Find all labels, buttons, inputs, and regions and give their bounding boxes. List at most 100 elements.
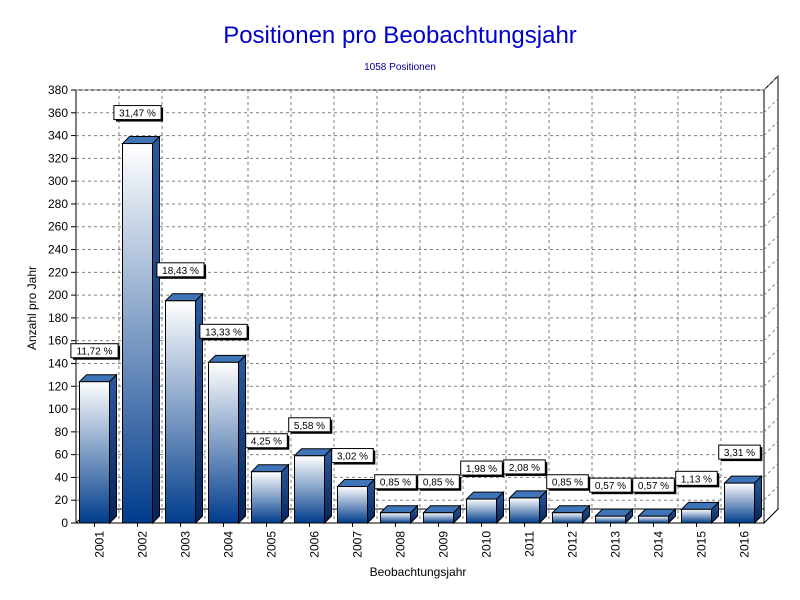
x-tick-label: 2005: [265, 531, 279, 558]
data-label: 1,13 %: [675, 470, 720, 488]
bar-side: [281, 463, 289, 525]
x-tick-label: 2015: [695, 531, 709, 558]
bar-top: [422, 505, 462, 514]
x-tick-label: 2009: [437, 531, 451, 558]
data-label-text: 11,72 %: [77, 347, 113, 358]
y-tick-label: 220: [48, 265, 68, 279]
data-label-text: 4,25 %: [251, 437, 282, 448]
y-tick-label: 320: [48, 151, 68, 165]
y-tick-label: 160: [48, 334, 68, 348]
data-label: 18,43 %: [156, 262, 207, 279]
bar: [251, 471, 282, 524]
bar: [595, 515, 626, 524]
bar: [724, 482, 755, 524]
y-tick-label: 340: [48, 129, 68, 143]
x-tick-label: 2003: [179, 531, 193, 558]
bar-top: [164, 293, 204, 302]
data-label-text: 18,43 %: [162, 266, 199, 277]
y-tick-label: 200: [48, 288, 68, 302]
x-tick-label: 2006: [308, 531, 322, 558]
bar-top: [594, 508, 634, 517]
bar: [552, 512, 583, 524]
data-label-box: [589, 477, 632, 493]
y-tick-label: 240: [48, 243, 68, 257]
bar: [294, 455, 325, 524]
data-label-box: [460, 460, 503, 476]
bar-top: [723, 475, 763, 484]
chart-subtitle: 1058 Positionen: [364, 62, 436, 73]
data-label-text: 0,57 %: [638, 481, 669, 492]
bar: [681, 508, 712, 524]
bar-side: [238, 354, 246, 525]
data-label-text: 3,02 %: [337, 452, 368, 463]
data-label-box: [718, 444, 761, 460]
data-label-box: [546, 474, 589, 490]
data-label-text: 0,85 %: [380, 478, 411, 489]
data-label: 2,08 %: [503, 459, 548, 476]
x-tick-label: 2001: [93, 531, 107, 558]
data-label-text: 0,85 %: [552, 478, 583, 489]
data-label-text: 1,13 %: [681, 474, 712, 485]
bar: [509, 497, 540, 524]
bar: [165, 300, 196, 524]
y-tick-label: 180: [48, 311, 68, 325]
data-label-text: 3,31 %: [724, 448, 755, 459]
bar-top: [121, 136, 161, 145]
bar-side: [109, 373, 117, 525]
bar-top: [551, 505, 591, 514]
y-tick-label: 60: [55, 448, 69, 462]
data-label-box: [417, 474, 460, 490]
x-tick-label: 2004: [222, 531, 236, 558]
data-label: 0,85 %: [546, 474, 591, 491]
bar: [466, 498, 497, 524]
data-label-box: [113, 105, 162, 121]
y-tick-label: 120: [48, 379, 68, 393]
bar-top: [78, 374, 118, 383]
data-label: 0,85 %: [417, 474, 462, 491]
data-label: 3,02 %: [331, 448, 376, 465]
bar: [423, 512, 454, 524]
data-label: 13,33 %: [199, 323, 250, 341]
x-tick-label: 2016: [738, 531, 752, 558]
bar: [122, 143, 153, 524]
bar-top: [250, 464, 290, 473]
y-tick-label: 0: [61, 516, 68, 530]
y-axis-ticks: 0 20 40 60 80 100 120 140 160 180 200 220 240 260 280 3…: [48, 83, 76, 530]
bar-top: [293, 448, 333, 457]
data-label-box: [70, 343, 119, 359]
data-label-text: 13,33 %: [205, 327, 242, 338]
bar: [208, 361, 239, 524]
data-label-text: 5,58 %: [294, 421, 325, 432]
data-label-box: [288, 417, 331, 433]
bar: [380, 512, 411, 524]
bar: [337, 486, 368, 524]
y-tick-label: 280: [48, 197, 68, 211]
data-label: 0,57 %: [632, 477, 677, 495]
y-axis-title: Anzahl pro Jahr: [25, 266, 39, 350]
y-tick-label: 80: [55, 425, 69, 439]
chart-title: Positionen pro Beobachtungsjahr: [223, 22, 577, 49]
bar-top: [379, 505, 419, 514]
x-tick-label: 2002: [136, 531, 150, 558]
bar-top: [207, 354, 247, 363]
y-tick-label: 360: [48, 106, 68, 120]
y-tick-label: 20: [55, 493, 69, 507]
data-label-text: 0,57 %: [595, 481, 626, 492]
data-label: 0,57 %: [589, 477, 634, 495]
data-label-box: [156, 262, 205, 278]
bar-top: [508, 490, 548, 499]
data-label: 31,47 %: [113, 105, 164, 122]
x-tick-label: 2010: [480, 531, 494, 558]
x-tick-label: 2014: [652, 531, 666, 558]
bar-top: [637, 508, 677, 517]
data-labels: 11,72 % 31,47 % 18,43 % 13,33 % 4,25 % 5,58 %…: [70, 105, 763, 495]
bar-side: [324, 447, 332, 525]
bar: [638, 515, 669, 524]
data-label: 4,25 %: [245, 433, 290, 450]
y-tick-label: 260: [48, 220, 68, 234]
data-label-box: [374, 474, 417, 490]
data-label-box: [331, 448, 374, 464]
x-tick-label: 2008: [394, 531, 408, 558]
x-tick-label: 2013: [609, 531, 623, 558]
